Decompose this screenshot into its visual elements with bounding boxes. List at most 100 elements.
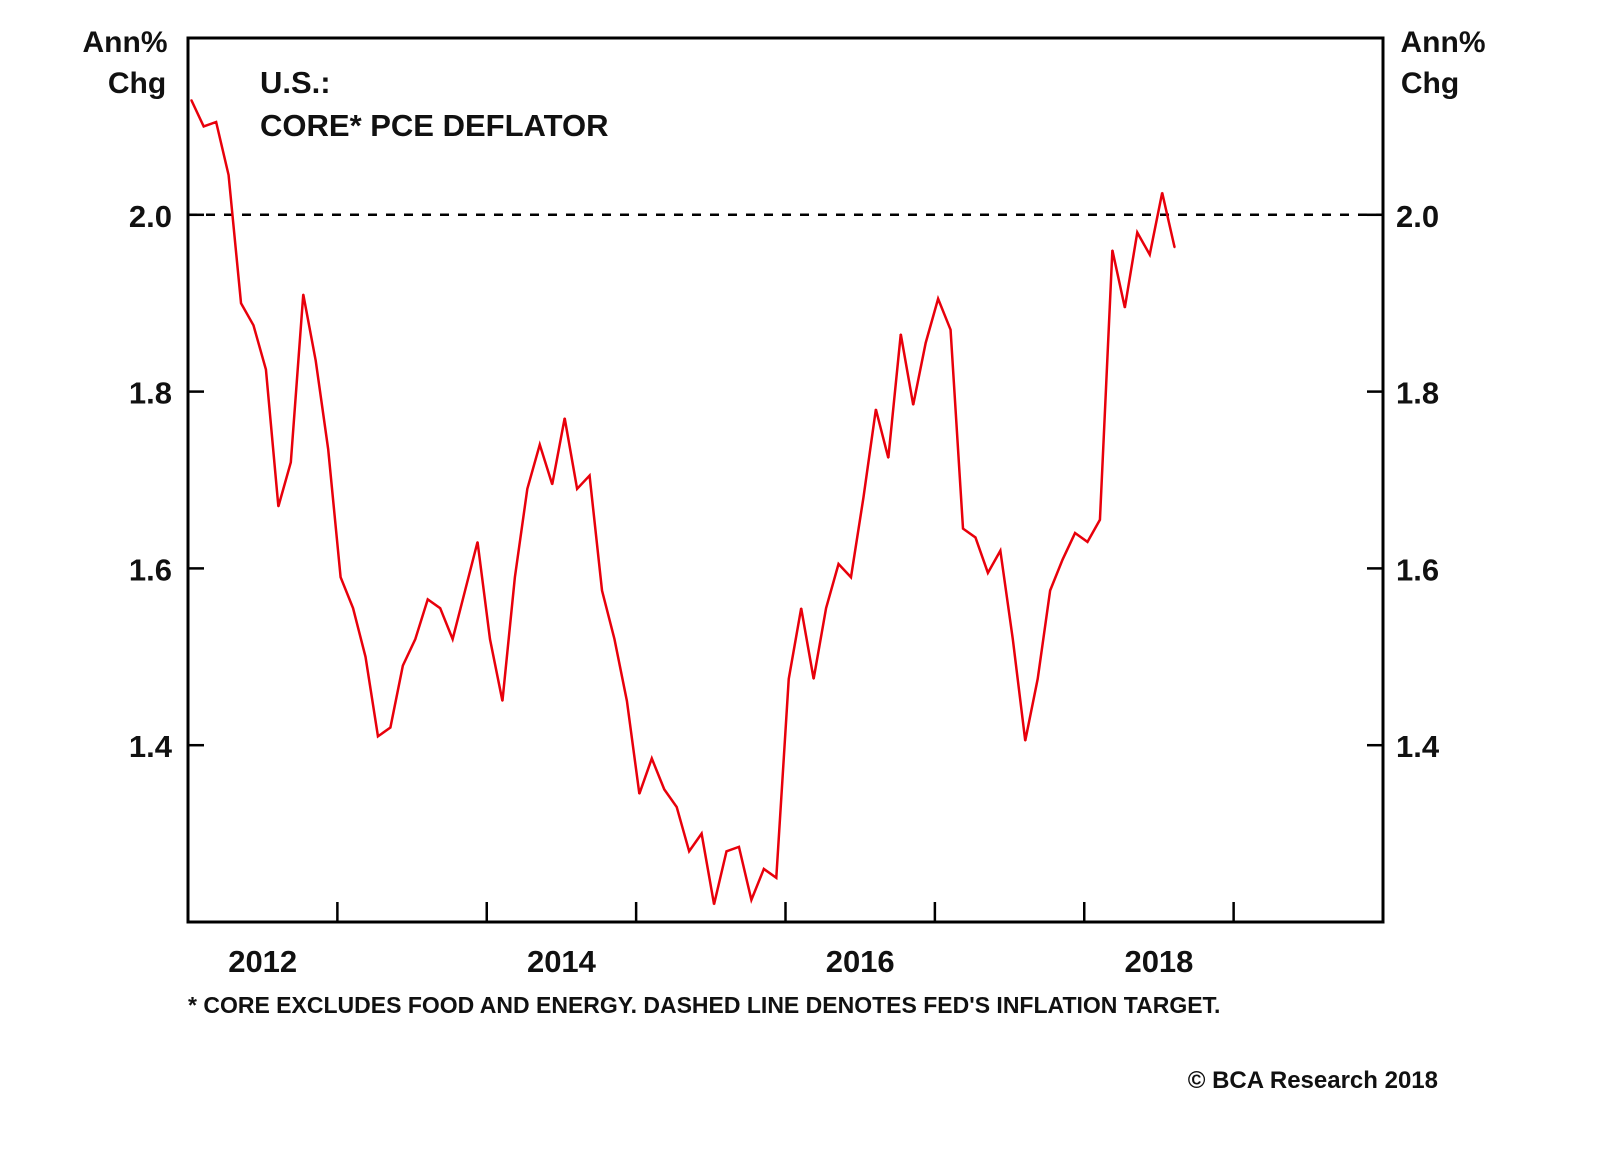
data-point — [1111, 249, 1114, 251]
data-point — [688, 850, 690, 853]
data-point — [1124, 306, 1126, 309]
data-point — [1136, 231, 1139, 234]
data-point — [215, 121, 217, 123]
data-point — [1161, 191, 1163, 194]
data-point — [837, 563, 840, 565]
data-point — [576, 488, 578, 490]
data-point — [750, 899, 753, 901]
data-point — [613, 638, 616, 640]
data-point — [277, 505, 280, 508]
data-point — [713, 903, 715, 906]
data-point — [314, 359, 317, 362]
data-point — [1061, 558, 1064, 561]
data-point — [962, 527, 964, 530]
data-point — [1049, 589, 1051, 592]
data-point — [339, 576, 342, 579]
data-point — [675, 806, 678, 808]
data-point — [514, 576, 516, 579]
data-point — [1099, 518, 1101, 521]
y-axis-label-left-line1: Ann% — [83, 26, 168, 59]
data-point — [1148, 253, 1151, 256]
data-point — [551, 483, 554, 486]
data-point — [290, 461, 292, 464]
chart-title-line2: CORE* PCE DEFLATOR — [260, 108, 609, 143]
data-point — [240, 302, 242, 305]
data-point — [787, 678, 790, 680]
y-tick-label-right: 1.4 — [1396, 729, 1440, 764]
y-tick-label-right: 2.0 — [1396, 199, 1439, 234]
data-point — [700, 832, 703, 835]
y-axis-label-right-line2: Chg — [1401, 67, 1459, 100]
data-point — [439, 607, 441, 609]
data-point — [862, 496, 865, 499]
y-axis-label-left-line2: Chg — [108, 67, 166, 100]
data-point — [526, 488, 529, 490]
data-point — [1024, 739, 1027, 742]
data-point — [402, 664, 404, 667]
data-point — [227, 174, 230, 176]
data-point — [489, 638, 491, 640]
data-point — [825, 607, 827, 609]
data-point — [252, 324, 255, 327]
data-point — [875, 408, 877, 411]
series-line-core-pce — [190, 99, 1176, 905]
data-point — [638, 793, 641, 795]
data-point — [924, 342, 927, 344]
data-point — [501, 700, 504, 702]
y-axis-label-right-line1: Ann% — [1401, 26, 1486, 59]
data-point — [899, 333, 902, 335]
data-point — [302, 293, 305, 296]
y-tick-label-left: 1.8 — [129, 376, 172, 411]
data-point — [812, 678, 815, 680]
x-tick-label: 2016 — [826, 944, 895, 979]
data-point — [738, 846, 740, 848]
data-point — [426, 598, 429, 601]
data-point — [563, 417, 566, 419]
data-point — [1086, 541, 1089, 543]
y-tick-label-left: 1.6 — [129, 552, 172, 587]
data-point — [414, 638, 417, 640]
data-point — [937, 297, 939, 300]
x-tick-label: 2018 — [1124, 944, 1193, 979]
data-point — [1173, 246, 1176, 249]
data-point — [327, 448, 329, 450]
copyright: © BCA Research 2018 — [1188, 1067, 1438, 1094]
data-point — [1074, 532, 1076, 534]
data-point — [987, 572, 989, 574]
data-point — [626, 700, 628, 702]
data-point — [601, 589, 603, 592]
data-point — [949, 328, 952, 331]
chart-title-line1: U.S.: — [260, 65, 331, 100]
y-tick-label-right: 1.6 — [1396, 552, 1439, 587]
data-point — [538, 443, 541, 446]
x-tick-label: 2012 — [228, 944, 297, 979]
data-point — [389, 726, 392, 729]
y-tick-label-left: 1.4 — [129, 729, 173, 764]
plot-frame — [186, 36, 1385, 924]
data-point — [476, 541, 479, 543]
data-point — [763, 868, 765, 870]
data-point — [265, 368, 267, 371]
data-point — [725, 850, 728, 853]
data-point — [887, 457, 890, 459]
data-point — [464, 589, 466, 592]
data-point — [663, 788, 666, 791]
y-tick-label-left: 2.0 — [129, 199, 172, 234]
data-point — [999, 549, 1002, 552]
data-point — [651, 757, 653, 760]
x-tick-label: 2014 — [527, 944, 597, 979]
data-point — [800, 607, 802, 609]
data-point — [1036, 678, 1039, 680]
data-point — [202, 125, 205, 128]
data-point — [377, 735, 379, 738]
footnote: * CORE EXCLUDES FOOD AND ENERGY. DASHED … — [188, 992, 1220, 1018]
data-point — [364, 656, 367, 658]
data-point — [974, 536, 977, 539]
data-point — [850, 576, 852, 579]
data-point — [912, 404, 915, 406]
data-point — [451, 638, 454, 640]
y-tick-label-right: 1.8 — [1396, 376, 1439, 411]
data-point — [775, 877, 778, 879]
data-point — [1011, 638, 1014, 640]
